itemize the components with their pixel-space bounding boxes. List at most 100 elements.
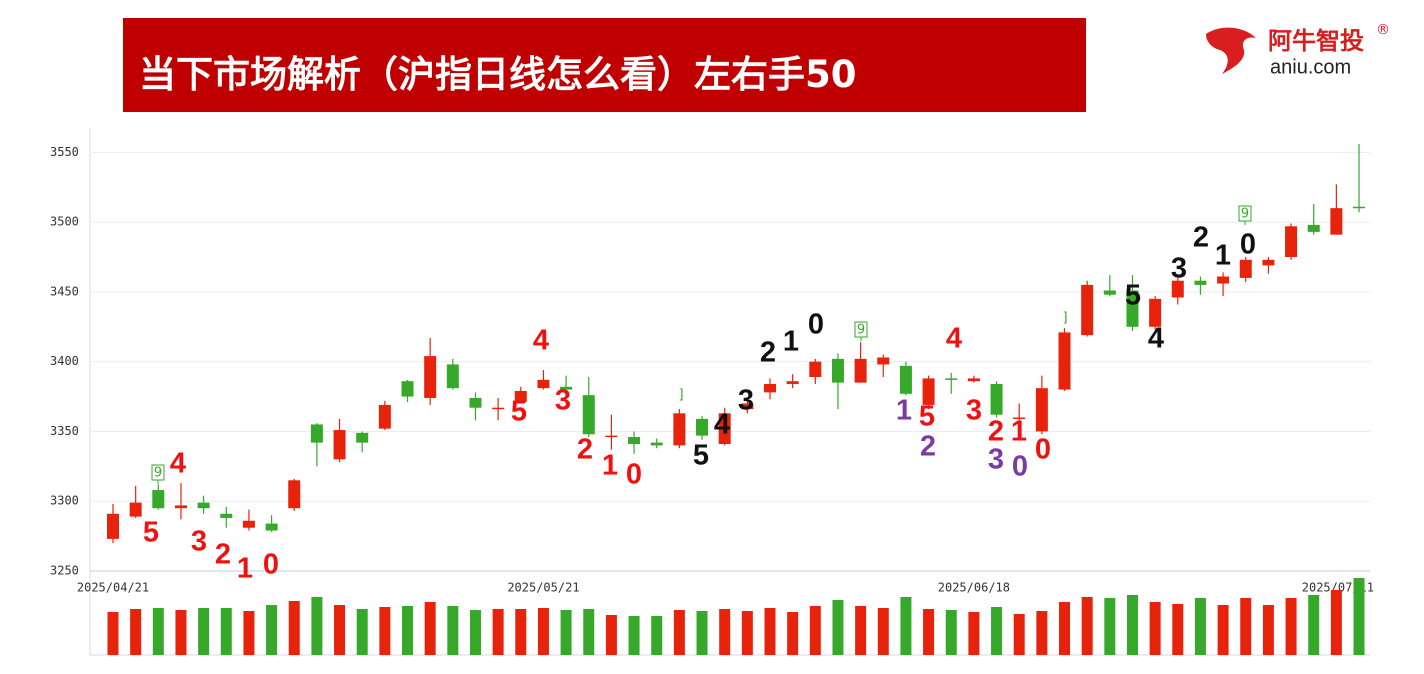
volume-bar	[1285, 598, 1297, 655]
volume-bar	[1172, 604, 1184, 655]
volume-bar	[1330, 590, 1342, 655]
candle-body	[401, 381, 414, 397]
candle-body	[945, 378, 958, 380]
annotation: 3	[191, 526, 207, 558]
annotation: 1	[783, 326, 799, 358]
annotation: 5	[693, 440, 709, 472]
candle-body	[129, 502, 142, 517]
candle-body	[152, 490, 165, 509]
title-banner: 当下市场解析（沪指日线怎么看）左右手50	[123, 18, 1086, 112]
annotation: 5	[143, 517, 159, 549]
annotation: 1	[896, 395, 912, 427]
annotation: 2	[577, 434, 593, 466]
annotation: 5	[511, 396, 527, 428]
marker: 9	[154, 466, 162, 481]
volume-bar	[945, 610, 957, 655]
candle-body	[310, 424, 323, 443]
marker: 9	[857, 323, 865, 338]
candle-body	[1262, 259, 1275, 266]
volume-bar	[356, 609, 368, 655]
registered-mark: ®	[1376, 22, 1390, 38]
volume-bar	[1126, 595, 1138, 655]
candle-body	[990, 383, 1003, 415]
y-tick-label: 3400	[50, 354, 79, 368]
annotation: 2	[988, 416, 1004, 448]
logo-site: aniu.com	[1270, 56, 1351, 78]
x-tick-label: 2025/06/18	[938, 581, 1010, 595]
logo-text: 阿牛智投	[1268, 27, 1364, 55]
candle-body	[763, 383, 776, 393]
volume-bar	[923, 609, 935, 655]
volume-bar	[1081, 597, 1093, 655]
annotation: 0	[1012, 451, 1028, 483]
candle-body	[877, 357, 890, 365]
volume-bar	[1036, 611, 1048, 655]
candle-body	[1171, 280, 1184, 298]
volume-bar	[628, 616, 640, 655]
volume-bar	[175, 610, 187, 655]
annotation: 2	[920, 431, 936, 463]
candle-body	[469, 397, 482, 408]
candle-body	[967, 378, 980, 382]
volume-bar	[855, 606, 867, 655]
marker: 9	[1241, 207, 1249, 222]
volume-bar	[1217, 605, 1229, 655]
marker: ]	[678, 388, 683, 403]
candle-body	[1194, 280, 1207, 285]
candle-body	[378, 404, 391, 429]
candle-body	[628, 437, 641, 445]
candle-body	[560, 386, 573, 390]
annotation: 0	[1240, 229, 1256, 261]
volume-bar	[741, 611, 753, 655]
volume-bar	[764, 608, 776, 655]
volume-bar	[1353, 578, 1365, 655]
candle-body	[1081, 284, 1094, 336]
volume-bar	[311, 597, 323, 655]
volume-bar	[537, 608, 549, 655]
volume-bar	[1262, 605, 1274, 655]
volume-bar	[334, 605, 346, 655]
y-tick-label: 3300	[50, 494, 79, 508]
candle-body	[650, 442, 663, 446]
volume-bar	[877, 608, 889, 655]
candle-body	[696, 418, 709, 436]
annotation: 4	[1148, 323, 1164, 355]
annotation: 4	[946, 323, 962, 355]
volume-bar	[469, 610, 481, 655]
volume-bar	[402, 606, 414, 655]
candle-body	[1103, 290, 1116, 295]
volume-bar	[515, 609, 527, 655]
candle-body	[854, 358, 867, 383]
y-tick-label: 3500	[50, 215, 79, 229]
candle-body	[242, 520, 255, 528]
volume-bar	[1240, 598, 1252, 655]
annotation: 0	[1035, 434, 1051, 466]
candle-body	[537, 379, 550, 389]
volume-bar	[651, 616, 663, 655]
candle-body	[922, 378, 935, 405]
volume-bar	[696, 611, 708, 655]
volume-bar	[605, 615, 617, 655]
annotation: 3	[988, 444, 1004, 476]
volume-bar	[900, 597, 912, 655]
annotation: 2	[1193, 222, 1209, 254]
candle-body	[1058, 332, 1071, 390]
candle-body	[492, 407, 505, 410]
candle-body	[107, 513, 119, 539]
volume-bar	[243, 611, 255, 655]
volume-bar	[107, 612, 119, 655]
candle-body	[1307, 224, 1320, 232]
annotation: 3	[1171, 253, 1187, 285]
candle-body	[582, 395, 595, 435]
volume-bar	[809, 606, 821, 655]
candle-body	[1285, 226, 1298, 257]
candle-body	[424, 356, 437, 398]
annotation: 4	[533, 325, 549, 357]
candle-body	[1126, 290, 1139, 327]
candle-body	[1149, 298, 1162, 327]
volume-bar	[1194, 598, 1206, 655]
x-tick-label: 2025/04/21	[77, 581, 149, 595]
annotation: 3	[555, 385, 571, 417]
volume-bar	[560, 610, 572, 655]
